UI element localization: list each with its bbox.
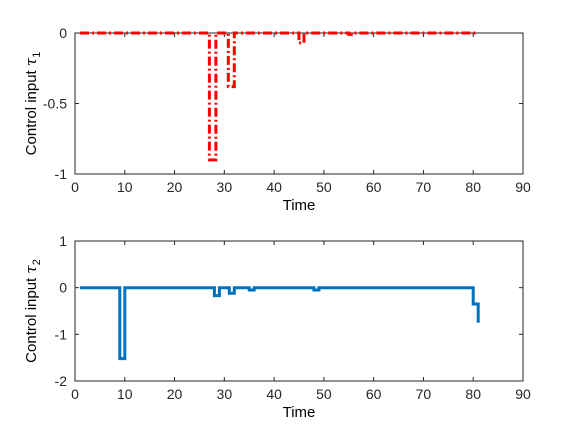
x-tick-label: 20 — [167, 386, 183, 402]
y-tick-label: -0.5 — [43, 96, 67, 112]
x-tick-label: 50 — [316, 386, 332, 402]
y-axis-label-subscript: 1 — [31, 52, 43, 58]
axes-bottom: 0 10 20 30 40 50 60 70 80 90 -2 -1 0 1 Time Control inp… — [22, 233, 531, 421]
x-tick-label: 50 — [316, 179, 332, 195]
y-tick-label: 0 — [59, 25, 67, 41]
x-tick-label: 10 — [117, 179, 133, 195]
x-tick-label: 90 — [515, 179, 531, 195]
x-tick-label: 0 — [71, 386, 79, 402]
x-tick-label: 40 — [266, 386, 282, 402]
x-tick-label: 60 — [366, 179, 382, 195]
y-axis-label-text: Control input — [23, 66, 40, 155]
axes-top: 0 10 20 30 40 50 60 70 80 90 -1 -0.5 0 Time Control in… — [22, 25, 531, 214]
x-tick-label: 90 — [515, 386, 531, 402]
x-tick-label: 60 — [366, 386, 382, 402]
x-tick-label: 80 — [465, 386, 481, 402]
y-tick-label: 1 — [59, 233, 67, 249]
y-tick-label: 0 — [59, 280, 67, 296]
plot-area-1 — [74, 32, 524, 175]
y-axis-label-symbol: τ — [22, 265, 40, 274]
x-tick-label: 30 — [217, 386, 233, 402]
y-tick-label: -2 — [55, 373, 68, 389]
x-tick-label: 70 — [416, 179, 432, 195]
series-line-1 — [80, 31, 479, 162]
y-tick-label: -1 — [55, 326, 68, 342]
x-axis-label: Time — [283, 404, 316, 421]
y-axis-label-subscript: 2 — [31, 259, 43, 265]
x-tick-label: 30 — [217, 179, 233, 195]
plot-area-2 — [74, 240, 524, 382]
x-axis-label: Time — [283, 197, 316, 214]
x-tick-label: 20 — [167, 179, 183, 195]
y-axis-label: Control input τ1 — [22, 52, 43, 156]
x-tick-label: 40 — [266, 179, 282, 195]
x-tick-label: 10 — [117, 386, 133, 402]
y-tick-label: -1 — [55, 166, 68, 182]
x-tick-label: 70 — [416, 386, 432, 402]
series-line-2 — [80, 286, 480, 361]
y-axis-label-symbol: τ — [22, 57, 40, 66]
y-axis-label-text: Control input — [23, 274, 40, 363]
x-tick-label: 0 — [71, 179, 79, 195]
x-tick-label: 80 — [465, 179, 481, 195]
y-axis-label: Control input τ2 — [22, 259, 43, 363]
